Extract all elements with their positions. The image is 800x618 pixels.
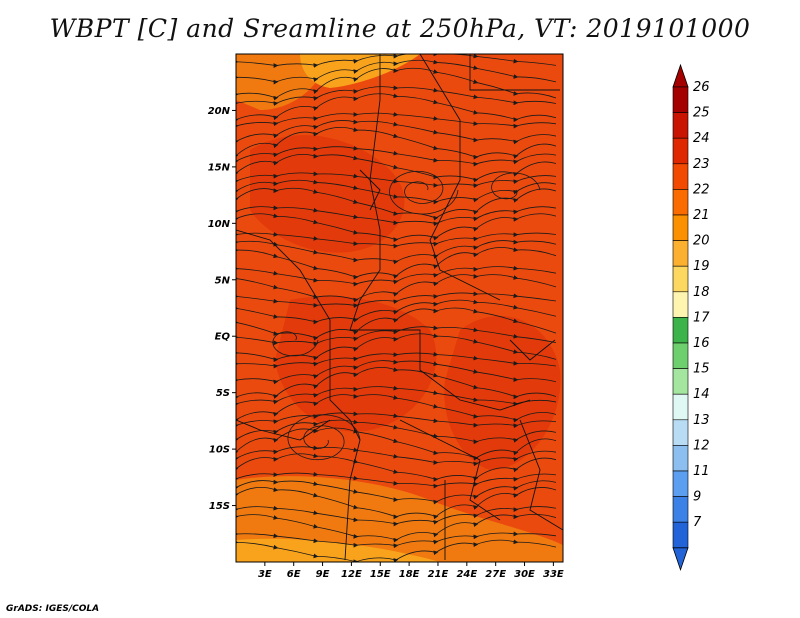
lon-tick-label: 3E — [258, 569, 272, 580]
colorbar-bin — [672, 368, 689, 395]
colorbar-bin — [672, 265, 689, 293]
country-borders — [236, 54, 563, 561]
colorbar-label: 11 — [693, 464, 710, 479]
lon-tick-label: 12E — [341, 569, 362, 580]
lon-tick-label: 18E — [399, 569, 420, 580]
colorbar-bin — [672, 291, 689, 318]
colorbar-bin — [672, 189, 689, 216]
lat-tick-label: 5S — [216, 388, 230, 399]
streamline — [272, 331, 319, 357]
lon-tick-label: 9E — [316, 569, 330, 580]
lon-tick-label: 27E — [485, 569, 506, 580]
colorbar-bin — [672, 86, 689, 113]
colorbar-label: 20 — [693, 234, 710, 249]
streamline — [236, 539, 557, 562]
lat-tick-label: EQ — [215, 332, 231, 343]
colorbar-bin — [672, 163, 689, 190]
map-frame — [235, 53, 564, 563]
colorbar-label: 7 — [693, 515, 702, 530]
colorbar-lower-arrow — [672, 547, 689, 572]
colorbar-bin — [672, 137, 689, 165]
colorbar-label: 21 — [693, 208, 710, 223]
streamline — [491, 172, 541, 200]
lon-tick-label: 15E — [370, 569, 391, 580]
map-title: WBPT [C] and Sreamline at 250hPa, VT: 20… — [49, 14, 751, 43]
colorbar-label: 18 — [693, 285, 710, 300]
colorbar-upper-arrow — [672, 63, 689, 88]
colorbar-bin — [672, 393, 689, 421]
map-panel — [236, 54, 563, 562]
colorbar-label: 17 — [693, 310, 710, 325]
footer-credit: GrADS: IGES/COLA — [6, 604, 100, 614]
latitude-axis: 20N 15N 10N 5N EQ 5S 10S 15S — [208, 106, 236, 512]
streamline — [236, 453, 557, 482]
colorbar-label: 26 — [693, 80, 710, 95]
colorbar-bin — [672, 419, 689, 446]
streamlines — [236, 54, 557, 562]
lon-tick-label: 21E — [428, 569, 449, 580]
lat-tick-label: 15S — [209, 501, 230, 512]
colorbar-label: 22 — [693, 182, 710, 197]
colorbar-bin — [672, 470, 689, 497]
colorbar-label: 16 — [693, 336, 710, 351]
lat-tick-label: 10S — [209, 445, 230, 456]
longitude-axis: 3E 6E 9E 12E 15E 18E 21E 24E 27E 30E 33E — [258, 562, 564, 580]
colorbar-label: 13 — [693, 413, 710, 428]
colorbar-bin — [672, 445, 689, 472]
lat-tick-label: 10N — [208, 219, 231, 230]
colorbar-bin — [672, 521, 689, 549]
colorbar-bin — [672, 112, 689, 139]
lon-tick-label: 33E — [543, 569, 564, 580]
colorbar-label: 9 — [693, 490, 701, 505]
colorbar-bin — [672, 342, 689, 369]
colorbar-bin — [672, 496, 689, 523]
colorbar: 26 25 24 23 22 21 20 19 18 17 16 15 14 13 12 11 9 7 — [672, 63, 710, 572]
streamline — [287, 414, 361, 461]
colorbar-label: 24 — [693, 131, 710, 146]
colorbar-label: 14 — [693, 387, 710, 402]
colorbar-bin — [672, 240, 689, 267]
colorbar-label: 12 — [693, 438, 710, 453]
lat-tick-label: 5N — [215, 275, 231, 286]
colorbar-bin — [672, 317, 689, 344]
colorbar-bin — [672, 214, 689, 241]
lat-tick-label: 20N — [208, 106, 231, 117]
lon-tick-label: 6E — [287, 569, 301, 580]
colorbar-label: 25 — [693, 106, 710, 121]
colorbar-label: 19 — [693, 259, 710, 274]
lon-tick-label: 24E — [456, 569, 477, 580]
lon-tick-label: 30E — [514, 569, 535, 580]
colorbar-label: 15 — [693, 362, 710, 377]
lat-tick-label: 15N — [208, 162, 231, 173]
colorbar-label: 23 — [693, 157, 710, 172]
streamline — [389, 170, 459, 215]
